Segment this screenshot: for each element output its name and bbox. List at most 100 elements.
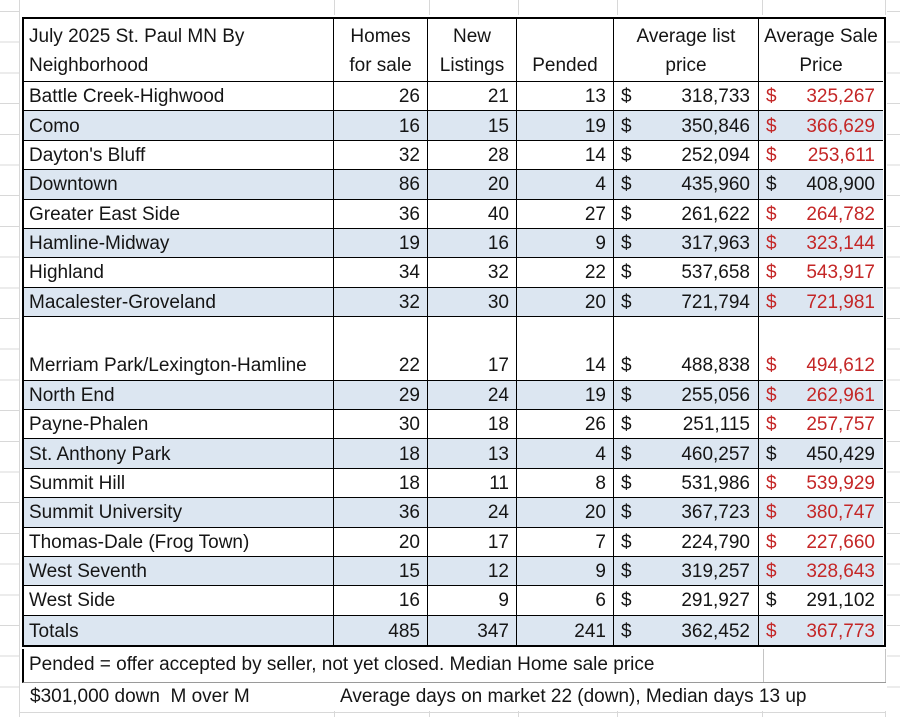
homes-for-sale-cell[interactable]: 18 (334, 439, 428, 469)
homes-for-sale-cell[interactable]: 36 (334, 199, 428, 229)
neighborhood-cell[interactable]: Merriam Park/Lexington-Hamline (24, 317, 334, 381)
new-listings-cell[interactable]: 20 (428, 170, 517, 200)
avg-list-price-cell[interactable]: $531,986 (614, 468, 759, 499)
neighborhood-cell[interactable]: St. Anthony Park (24, 439, 334, 469)
pended-cell[interactable]: 27 (517, 199, 614, 229)
avg-list-price-cell[interactable]: $224,790 (614, 527, 759, 557)
new-listings-cell[interactable]: 347 (428, 615, 517, 646)
avg-sale-price-cell[interactable]: $262,961 (759, 380, 883, 411)
empty-cell[interactable] (763, 648, 886, 682)
new-listings-cell[interactable]: 28 (428, 140, 517, 171)
avg-list-price-cell[interactable]: $488,838 (614, 317, 759, 381)
homes-for-sale-cell[interactable]: 26 (334, 82, 428, 112)
pended-cell[interactable]: 22 (517, 258, 614, 288)
homes-for-sale-cell[interactable]: 18 (334, 468, 428, 499)
avg-sale-price-cell[interactable]: $539,929 (759, 469, 883, 499)
neighborhood-cell[interactable]: Macalester-Groveland (24, 287, 334, 318)
header-homes-for-sale[interactable]: Homes for sale (334, 19, 428, 82)
avg-sale-price-cell[interactable]: $291,102 (759, 586, 883, 616)
homes-for-sale-cell[interactable]: 16 (334, 586, 428, 616)
avg-list-price-cell[interactable]: $362,452 (614, 615, 759, 646)
homes-for-sale-cell[interactable]: 15 (334, 556, 428, 587)
new-listings-cell[interactable]: 24 (428, 498, 517, 528)
pended-cell[interactable]: 9 (517, 556, 614, 587)
homes-for-sale-cell[interactable]: 16 (334, 111, 428, 141)
pended-cell[interactable]: 19 (517, 380, 614, 411)
avg-sale-price-cell[interactable]: $328,643 (759, 556, 883, 587)
neighborhood-cell[interactable]: West Seventh (24, 556, 334, 587)
avg-sale-price-cell[interactable]: $721,981 (759, 287, 883, 318)
avg-list-price-cell[interactable]: $319,257 (614, 556, 759, 587)
pended-cell[interactable]: 6 (517, 586, 614, 616)
avg-sale-price-cell[interactable]: $325,267 (759, 82, 883, 112)
avg-list-price-cell[interactable]: $291,927 (614, 586, 759, 616)
avg-list-price-cell[interactable]: $721,794 (614, 287, 759, 318)
avg-list-price-cell[interactable]: $317,963 (614, 228, 759, 259)
avg-list-price-cell[interactable]: $367,723 (614, 498, 759, 528)
pended-definition-cell[interactable]: Pended = offer accepted by seller, not y… (29, 654, 655, 675)
homes-for-sale-cell[interactable]: 485 (334, 615, 428, 646)
pended-cell[interactable]: 14 (517, 140, 614, 171)
neighborhood-cell[interactable]: Highland (24, 258, 334, 288)
new-listings-cell[interactable]: 16 (428, 228, 517, 259)
neighborhood-cell[interactable]: Como (24, 111, 334, 141)
pended-cell[interactable]: 4 (517, 170, 614, 200)
homes-for-sale-cell[interactable]: 19 (334, 228, 428, 259)
pended-cell[interactable]: 26 (517, 410, 614, 440)
pended-cell[interactable]: 241 (517, 615, 614, 646)
neighborhood-cell[interactable]: Downtown (24, 170, 334, 200)
header-new-listings[interactable]: New Listings (428, 19, 517, 82)
neighborhood-cell[interactable]: Summit University (24, 498, 334, 528)
avg-sale-price-cell[interactable]: $264,782 (759, 200, 883, 229)
homes-for-sale-cell[interactable]: 29 (334, 380, 428, 411)
avg-list-price-cell[interactable]: $537,658 (614, 258, 759, 288)
avg-list-price-cell[interactable]: $252,094 (614, 140, 759, 171)
table-title-cell[interactable]: July 2025 St. Paul MN By Neighborhood (24, 19, 334, 82)
neighborhood-cell[interactable]: Payne-Phalen (24, 410, 334, 440)
avg-list-price-cell[interactable]: $435,960 (614, 170, 759, 200)
new-listings-cell[interactable]: 40 (428, 199, 517, 229)
homes-for-sale-cell[interactable]: 30 (334, 410, 428, 440)
header-average-sale-price[interactable]: Average Sale Price (759, 19, 883, 82)
avg-sale-price-cell[interactable]: $366,629 (759, 111, 883, 141)
pended-cell[interactable]: 20 (517, 287, 614, 318)
pended-cell[interactable]: 20 (517, 498, 614, 528)
avg-sale-price-cell[interactable]: $380,747 (759, 498, 883, 528)
neighborhood-cell[interactable]: Greater East Side (24, 199, 334, 229)
neighborhood-cell[interactable]: Battle Creek-Highwood (24, 82, 334, 112)
avg-sale-price-cell[interactable]: $450,429 (759, 439, 883, 469)
avg-sale-price-cell[interactable]: $367,773 (759, 615, 883, 646)
new-listings-cell[interactable]: 32 (428, 258, 517, 288)
new-listings-cell[interactable]: 18 (428, 410, 517, 440)
neighborhood-cell[interactable]: Dayton's Bluff (24, 140, 334, 171)
new-listings-cell[interactable]: 9 (428, 586, 517, 616)
header-pended[interactable]: Pended (517, 19, 614, 82)
new-listings-cell[interactable]: 17 (428, 527, 517, 557)
new-listings-cell[interactable]: 21 (428, 82, 517, 112)
homes-for-sale-cell[interactable]: 32 (334, 287, 428, 318)
homes-for-sale-cell[interactable]: 86 (334, 170, 428, 200)
neighborhood-cell[interactable]: Hamline-Midway (24, 228, 334, 259)
homes-for-sale-cell[interactable]: 20 (334, 527, 428, 557)
pended-cell[interactable]: 4 (517, 439, 614, 469)
pended-cell[interactable]: 7 (517, 527, 614, 557)
new-listings-cell[interactable]: 13 (428, 439, 517, 469)
pended-cell[interactable]: 13 (517, 82, 614, 112)
neighborhood-cell[interactable]: Thomas-Dale (Frog Town) (24, 527, 334, 557)
days-on-market-cell[interactable]: Average days on market 22 (down), Median… (340, 686, 807, 707)
avg-list-price-cell[interactable]: $255,056 (614, 380, 759, 411)
neighborhood-cell[interactable]: North End (24, 380, 334, 411)
pended-cell[interactable]: 8 (517, 468, 614, 499)
avg-sale-price-cell[interactable]: $543,917 (759, 258, 883, 288)
pended-cell[interactable]: 9 (517, 228, 614, 259)
median-price-change-cell[interactable]: $301,000 down M over M (30, 686, 250, 707)
pended-cell[interactable]: 19 (517, 111, 614, 141)
neighborhood-cell[interactable]: Summit Hill (24, 468, 334, 499)
new-listings-cell[interactable]: 15 (428, 111, 517, 141)
pended-cell[interactable]: 14 (517, 317, 614, 381)
avg-list-price-cell[interactable]: $350,846 (614, 111, 759, 141)
avg-sale-price-cell[interactable]: $227,660 (759, 528, 883, 557)
neighborhood-cell[interactable]: Totals (24, 615, 334, 646)
new-listings-cell[interactable]: 24 (428, 380, 517, 411)
avg-list-price-cell[interactable]: $261,622 (614, 199, 759, 229)
